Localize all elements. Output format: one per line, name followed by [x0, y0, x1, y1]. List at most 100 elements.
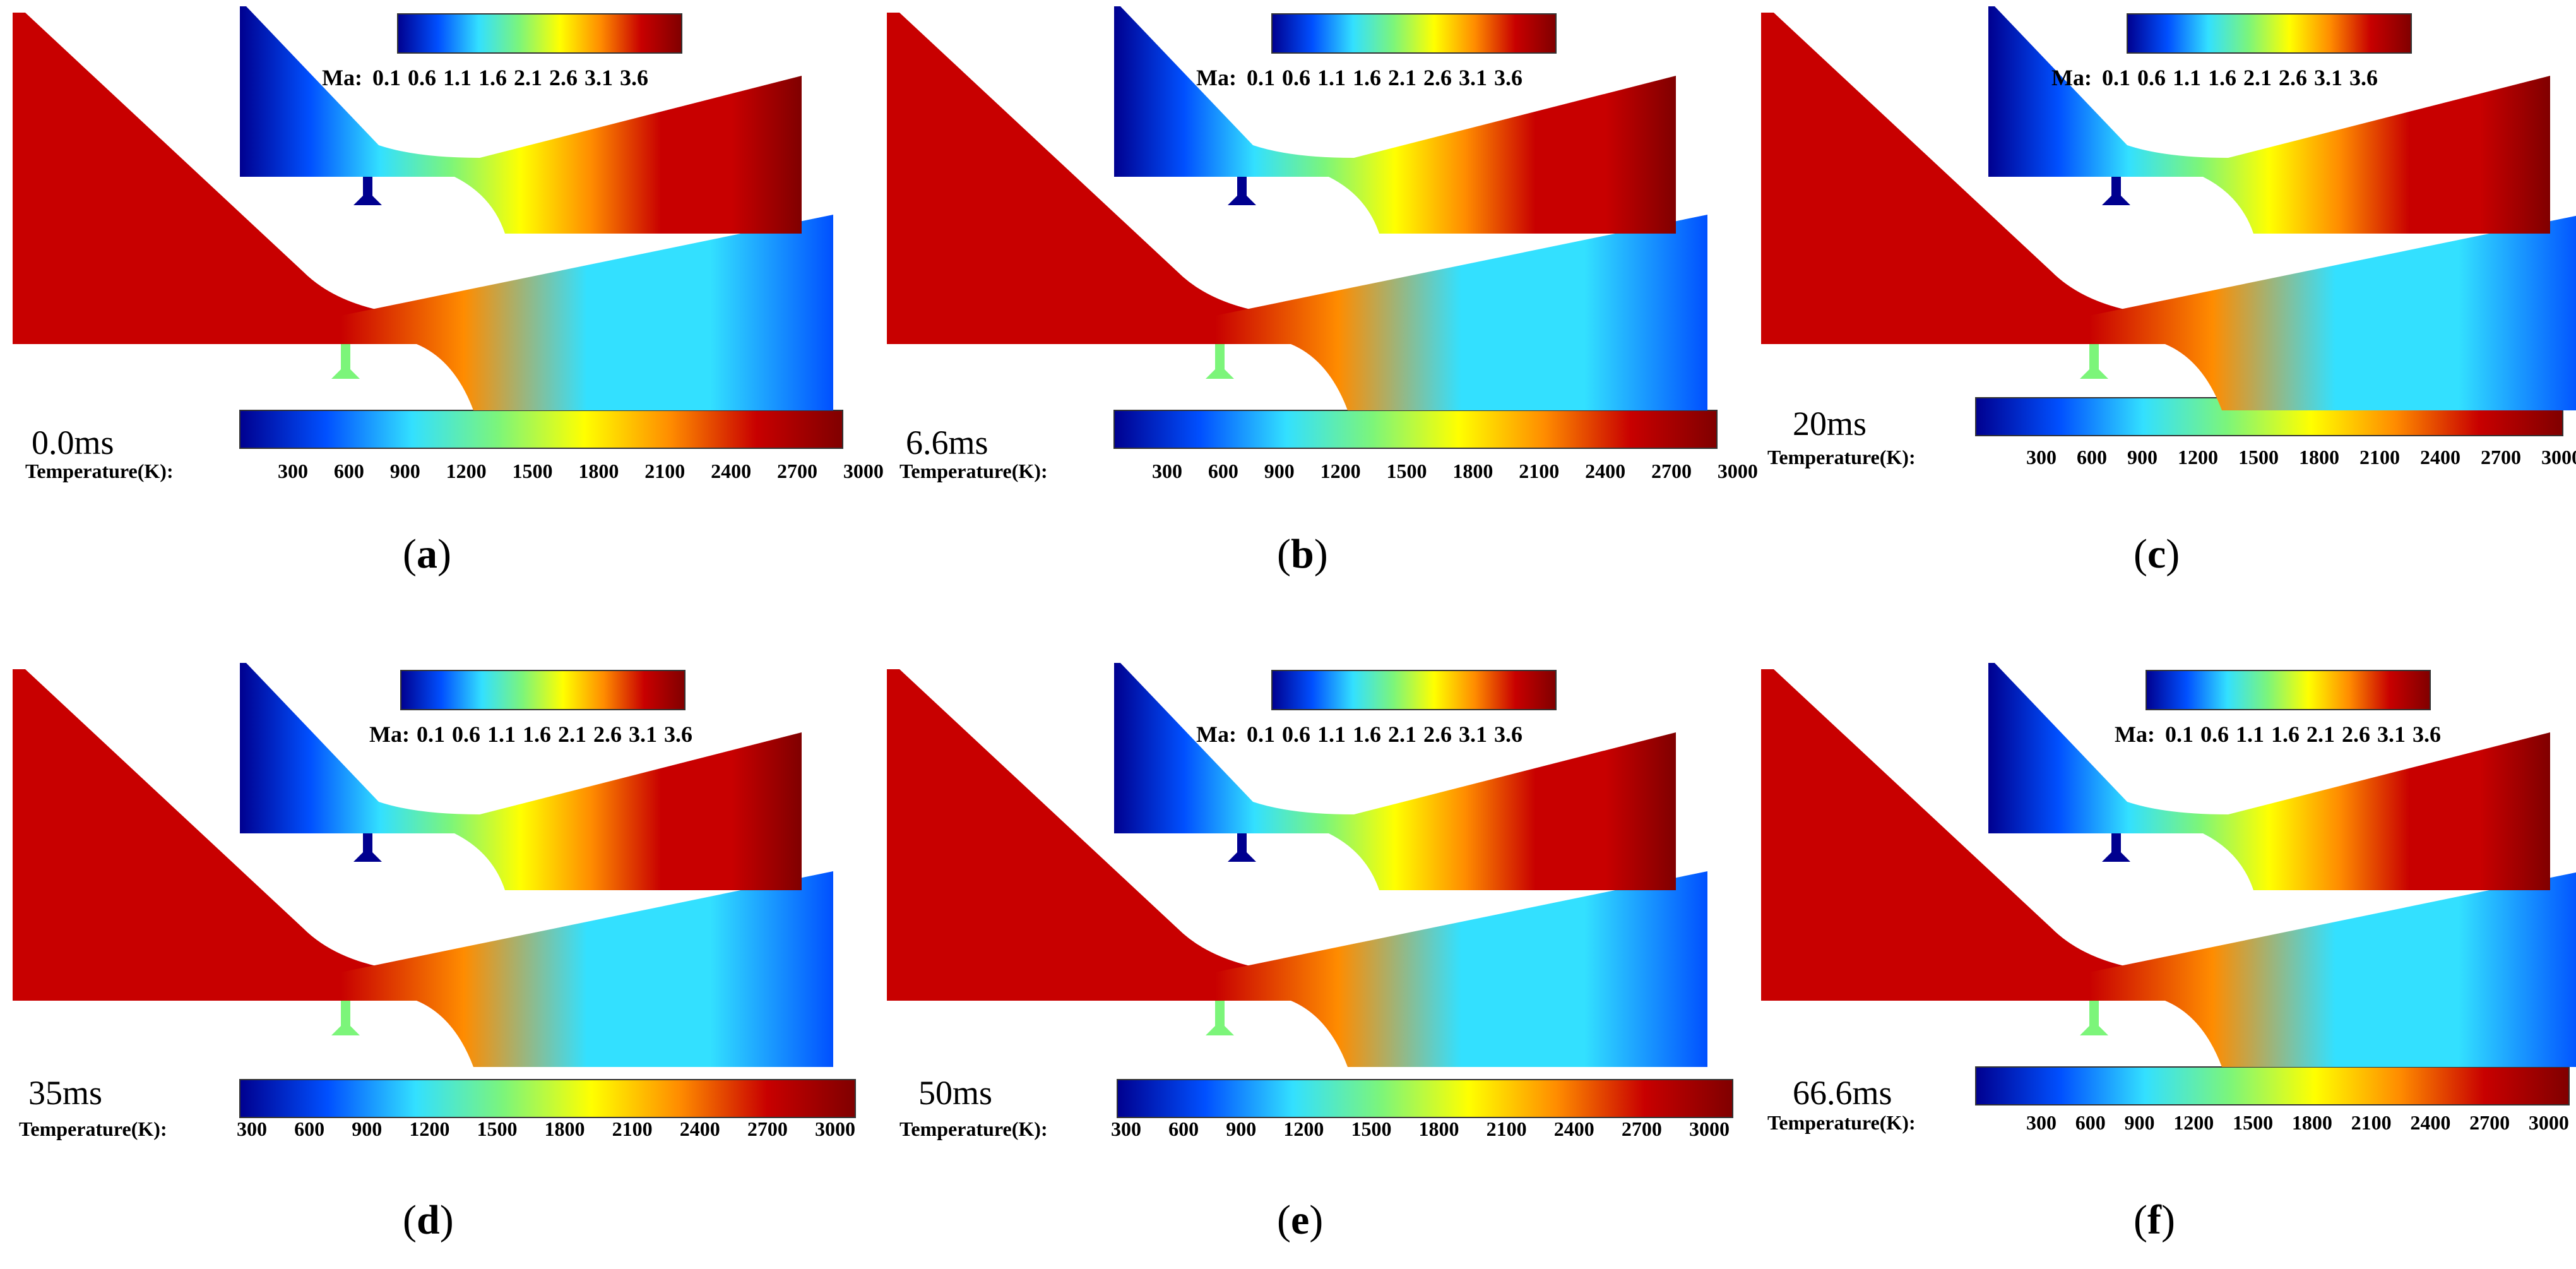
time-label: 0.0ms — [32, 424, 114, 462]
temperature-colorbar-ticks: 300 600 900 1200 1500 1800 2100 2400 2700 3000 — [1111, 1117, 1730, 1141]
temperature-inlet-region — [887, 13, 1707, 344]
temperature-colorbar — [1975, 1066, 2570, 1105]
panel-a: Ma: 0.1 0.6 1.1 1.6 2.1 2.6 3.1 3.6 0.0m… — [13, 6, 884, 612]
temperature-tick: 300 — [2026, 1111, 2057, 1134]
temperature-colorbar — [1117, 1079, 1733, 1118]
temperature-tick: 1200 — [2178, 446, 2218, 468]
temperature-expansion-region — [1215, 215, 1707, 410]
temperature-tick: 3000 — [843, 460, 884, 482]
temperature-colorbar-label: Temperature(K): — [19, 1117, 167, 1140]
injector-lower — [2080, 1001, 2108, 1035]
mach-contour-region — [1988, 6, 2550, 234]
time-label: 50ms — [918, 1074, 993, 1112]
temperature-tick: 900 — [389, 460, 420, 482]
panel-b: Ma: 0.1 0.6 1.1 1.6 2.1 2.6 3.1 3.6 6.6m… — [887, 6, 1758, 612]
ma-colorbar-label: Ma: — [2115, 722, 2155, 747]
temperature-colorbar-ticks: 300 600 900 1200 1500 1800 2100 2400 2700 3000 — [278, 460, 884, 483]
mach-contour-region — [1114, 663, 1676, 890]
temperature-tick: 300 — [237, 1117, 267, 1140]
temperature-colorbar-ticks: 300 600 900 1200 1500 1800 2100 2400 2700 3000 — [237, 1117, 855, 1141]
temperature-tick: 1200 — [446, 460, 487, 482]
temperature-tick: 2100 — [612, 1117, 653, 1140]
injector-upper — [353, 833, 382, 862]
temperature-tick: 1800 — [2291, 1111, 2332, 1134]
temperature-tick: 2700 — [747, 1117, 788, 1140]
temperature-tick: 1200 — [1283, 1117, 1324, 1140]
temperature-inlet-region — [1761, 669, 2576, 1001]
temperature-tick: 2400 — [2410, 1111, 2451, 1134]
temperature-tick: 1500 — [2233, 1111, 2274, 1134]
temperature-tick: 1500 — [512, 460, 553, 482]
temperature-tick: 2400 — [2420, 446, 2460, 468]
panel-c: Ma: 0.1 0.6 1.1 1.6 2.1 2.6 3.1 3.6 20ms… — [1761, 6, 2576, 612]
ma-contour-plot — [887, 663, 1733, 1118]
temperature-expansion-region — [1215, 871, 1707, 1067]
injector-lower — [2080, 344, 2108, 379]
ma-colorbar — [1271, 670, 1557, 710]
time-label: 66.6ms — [1793, 1074, 1892, 1112]
temperature-tick: 1800 — [2299, 446, 2339, 468]
temperature-tick: 2100 — [2359, 446, 2400, 468]
injector-upper — [1228, 177, 1256, 205]
temperature-colorbar-ticks: 300 600 900 1200 1500 1800 2100 2400 2700 3000 — [2026, 446, 2576, 469]
temperature-colorbar-label: Temperature(K): — [899, 1117, 1048, 1140]
ma-contour-plot — [13, 6, 843, 449]
temperature-colorbar — [239, 410, 843, 449]
temperature-tick: 1200 — [1320, 460, 1361, 482]
ma-colorbar-ticks: 0.1 0.6 1.1 1.6 2.1 2.6 3.1 3.6 — [372, 65, 648, 90]
temperature-tick: 1200 — [2173, 1111, 2214, 1134]
temperature-tick: 600 — [2077, 446, 2107, 468]
mach-contour-region — [1114, 6, 1676, 234]
temperature-tick: 2400 — [1553, 1117, 1594, 1140]
temperature-tick: 300 — [1152, 460, 1182, 482]
ma-colorbar-ticks: 0.1 0.6 1.1 1.6 2.1 2.6 3.1 3.6 — [417, 722, 692, 747]
mach-contour-region — [240, 663, 802, 890]
temperature-tick: 3000 — [1689, 1117, 1730, 1140]
temperature-tick: 1500 — [1386, 460, 1427, 482]
temperature-tick: 3000 — [2541, 446, 2576, 468]
temperature-tick: 2100 — [1519, 460, 1560, 482]
temperature-tick: 600 — [294, 1117, 325, 1140]
temperature-expansion-region — [341, 871, 833, 1067]
temperature-tick: 300 — [1111, 1117, 1141, 1140]
temperature-tick: 1800 — [1418, 1117, 1459, 1140]
ma-colorbar-label: Ma: — [1196, 65, 1237, 90]
ma-colorbar-ticks: 0.1 0.6 1.1 1.6 2.1 2.6 3.1 3.6 — [1247, 722, 1522, 747]
time-label: 6.6ms — [906, 424, 988, 462]
temperature-colorbar-label: Temperature(K): — [25, 460, 174, 482]
panel-f: Ma: 0.1 0.6 1.1 1.6 2.1 2.6 3.1 3.6 66.6… — [1761, 663, 2576, 1269]
injector-upper — [353, 177, 382, 205]
ma-colorbar-label: Ma: — [369, 722, 410, 747]
temperature-tick: 2700 — [1651, 460, 1692, 482]
ma-colorbar-label: Ma: — [322, 65, 362, 90]
temperature-tick: 1800 — [1452, 460, 1493, 482]
temperature-tick: 2100 — [644, 460, 686, 482]
ma-colorbar-label: Ma: — [1196, 722, 1237, 747]
temperature-tick: 1500 — [2238, 446, 2279, 468]
temperature-inlet-region — [13, 669, 833, 1001]
mach-contour-region — [240, 6, 802, 234]
temperature-tick: 900 — [1264, 460, 1295, 482]
panel-caption: (c) — [2134, 531, 2180, 577]
temperature-inlet-region — [887, 669, 1707, 1001]
temperature-colorbar-ticks: 300 600 900 1200 1500 1800 2100 2400 2700 3000 — [2026, 1111, 2569, 1135]
ma-contour-plot — [13, 663, 856, 1118]
temperature-tick: 1800 — [544, 1117, 585, 1140]
ma-colorbar-ticks: 0.1 0.6 1.1 1.6 2.1 2.6 3.1 3.6 — [1247, 65, 1522, 90]
temperature-tick: 2700 — [1621, 1117, 1662, 1140]
ma-contour-plot — [1761, 663, 2576, 1105]
temperature-tick: 300 — [278, 460, 308, 482]
mach-contour-region — [1988, 663, 2550, 890]
temperature-expansion-region — [2089, 215, 2576, 410]
temperature-tick: 2100 — [1486, 1117, 1527, 1140]
temperature-expansion-region — [341, 215, 833, 410]
injector-upper — [1228, 833, 1256, 862]
temperature-tick: 600 — [2075, 1111, 2106, 1134]
ma-colorbar — [400, 670, 686, 710]
temperature-tick: 2700 — [777, 460, 817, 482]
temperature-tick: 3000 — [1717, 460, 1758, 482]
time-label: 20ms — [1793, 405, 1867, 443]
panel-caption: (b) — [1277, 531, 1328, 577]
temperature-tick: 900 — [2124, 1111, 2155, 1134]
